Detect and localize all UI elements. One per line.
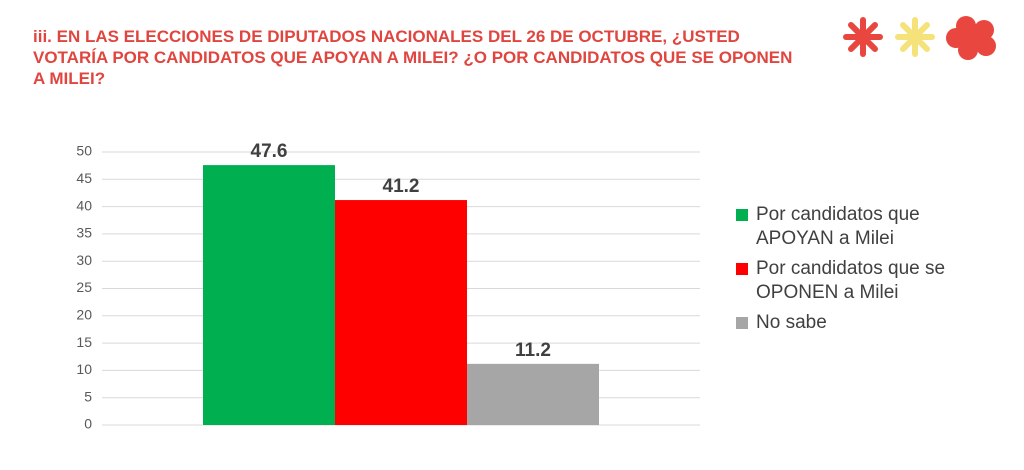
bar [467,363,599,425]
y-tick-label: 5 [84,388,92,404]
value-label: 47.6 [251,141,288,162]
y-tick-label: 40 [76,197,92,213]
y-tick-label: 45 [76,170,92,186]
legend: Por candidatos que APOYAN a Milei Por can… [736,203,976,341]
y-tick-label: 10 [76,361,92,377]
legend-label: Por candidatos que se OPONEN a Milei [756,258,946,303]
bar [335,200,467,425]
y-tick-label: 20 [76,307,92,323]
chart-title: iii. EN LAS ELECCIONES DE DIPUTADOS NACI… [33,27,793,88]
legend-item: Por candidatos que se OPONEN a Milei [736,257,976,305]
y-tick-label: 0 [84,416,92,432]
legend-swatch [736,263,748,275]
bar [203,165,335,425]
legend-swatch [736,317,748,329]
legend-item: Por candidatos que APOYAN a Milei [736,203,976,251]
y-tick-label: 30 [76,252,92,268]
y-tick-label: 35 [76,225,92,241]
logo [843,16,996,60]
legend-item: No sabe [736,311,976,335]
y-tick-label: 25 [76,279,92,295]
legend-swatch [736,209,748,221]
value-label: 11.2 [515,340,551,361]
legend-label: No sabe [756,312,827,333]
y-tick-label: 50 [76,143,92,159]
y-tick-label: 15 [76,334,92,350]
legend-label: Por candidatos que APOYAN a Milei [756,204,920,249]
value-label: 41.2 [383,176,420,197]
